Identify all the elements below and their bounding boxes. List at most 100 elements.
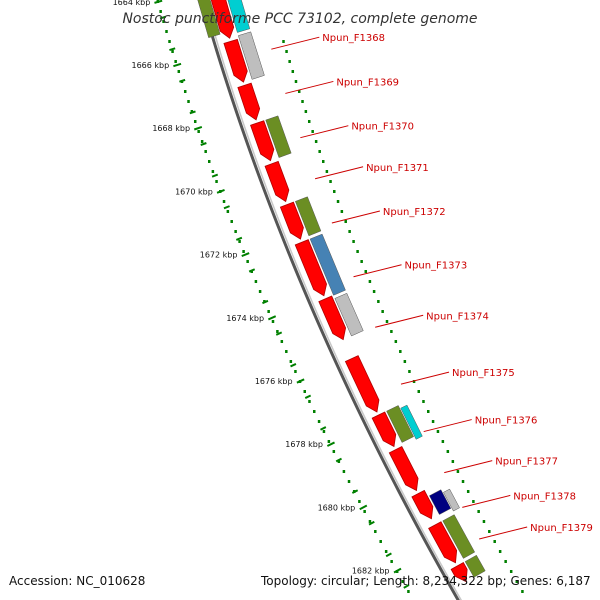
cds-arrow [450,561,468,583]
scale-tick [193,125,203,131]
feature-block [443,488,460,512]
cds-arrow [210,0,235,39]
scale-tick-label: 1680 kbp [318,503,356,512]
feature-block [464,554,486,578]
scale-tick-label: 1674 kbp [226,314,264,323]
backbone-highlight [212,29,462,600]
scale-minor-tick [211,173,219,178]
cds-arrow [344,355,380,413]
gene-label-leader [375,314,424,328]
gene-label: Npun_F1370 [351,122,414,133]
cds-arrow [294,239,327,297]
cds-track [210,0,468,583]
gene-label: Npun_F1374 [426,311,489,322]
gene-label: Npun_F1372 [383,207,446,218]
cds-arrow [279,201,304,240]
scale-tick [326,441,335,447]
scale-minor-tick [275,331,283,336]
scale-tick [393,567,402,574]
scale-tick [216,189,225,194]
kbp-scale: 1664 kbp 1666 kbp 1668 kbp 1670 kbp 1672 kbp… [113,0,410,593]
scale-tick [267,315,277,321]
scale-minor-tick [235,236,243,241]
gene-label-leader [462,494,511,508]
scale-minor-tick [189,110,196,115]
gene-label: Npun_F1378 [513,491,576,502]
gene-label-leader [400,371,450,385]
scale-tick [296,378,305,384]
gene-label-leader [423,419,472,433]
scale-tick-label: 1682 kbp [352,567,390,576]
cds-arrow [250,120,275,162]
gene-label-leader [271,36,320,50]
feature-block [429,489,452,515]
feature-block [309,233,346,296]
gene-label-leader [479,526,528,540]
cds-arrow [237,82,261,121]
cds-arrow [318,295,347,341]
scale-minor-tick [351,489,359,494]
gene-label: Npun_F1379 [530,523,593,534]
scale-minor-tick [320,426,327,431]
cds-arrow [388,445,419,492]
gene-label-leader [331,210,381,224]
feature-block [442,514,476,559]
gene-label-layer: Npun_F1368 Npun_F1369 Npun_F1370 Npun_F1371… [271,33,593,540]
feature-block [295,196,322,237]
topology-text: Topology: circular; Length: 8,234,322 bp… [261,574,591,588]
scale-tick-label: 1666 kbp [132,61,170,70]
cds-arrow [264,160,290,203]
feature-block [227,0,251,33]
gene-label: Npun_F1369 [336,77,399,88]
gene-label-leader [314,166,364,180]
scale-minor-tick [262,299,269,305]
cds-arrow [371,411,397,448]
scale-minor-tick [335,457,342,463]
backbone-line [209,29,460,600]
gene-label: Npun_F1376 [475,416,538,427]
scale-tick-label: 1670 kbp [175,187,213,196]
scale-minor-tick [385,552,392,558]
scale-tick-label: 1668 kbp [152,124,190,133]
gene-label-leader [300,125,349,139]
feature-block [400,404,423,440]
scale-tick [241,252,250,258]
scale-minor-tick [368,520,375,526]
feature-block [197,0,221,39]
scale-minor-tick [304,394,312,399]
scale-minor-tick [159,15,167,20]
cds-arrow [428,521,458,564]
scale-tick-label: 1664 kbp [113,0,151,7]
feature-block [386,405,414,443]
feature-block [237,31,265,80]
gene-label-leader [444,460,493,474]
scale-minor-tick [179,78,186,83]
scale-tick-label: 1676 kbp [255,377,293,386]
outer-dotted-ring [282,40,524,593]
scale-minor-tick [290,363,297,368]
gene-label: Npun_F1377 [495,457,558,468]
scale-tick-label: 1678 kbp [285,440,323,449]
scale-tick [173,62,182,68]
gene-label: Npun_F1371 [366,163,429,174]
gene-label: Npun_F1373 [405,261,468,272]
scale-minor-tick [223,205,230,210]
scale-tick [154,0,163,4]
scale-minor-tick [403,584,410,589]
cds-arrow [223,38,248,83]
cds-arrow [411,489,434,520]
feature-block [265,115,292,158]
gene-label-leader [285,80,334,94]
scale-minor-tick [200,142,207,146]
scale-minor-tick [248,268,256,273]
gene-label-leader [353,264,402,278]
genome-backbone [209,29,462,600]
map-title: Nostoc punctiforme PCC 73102, complete g… [122,11,477,27]
gene-label: Npun_F1375 [452,368,515,379]
gene-label: Npun_F1368 [322,33,385,44]
feature-block [334,292,364,337]
accession-text: Accession: NC_010628 [9,574,146,588]
feature-track [197,0,486,578]
scale-tick-label: 1672 kbp [200,251,238,260]
